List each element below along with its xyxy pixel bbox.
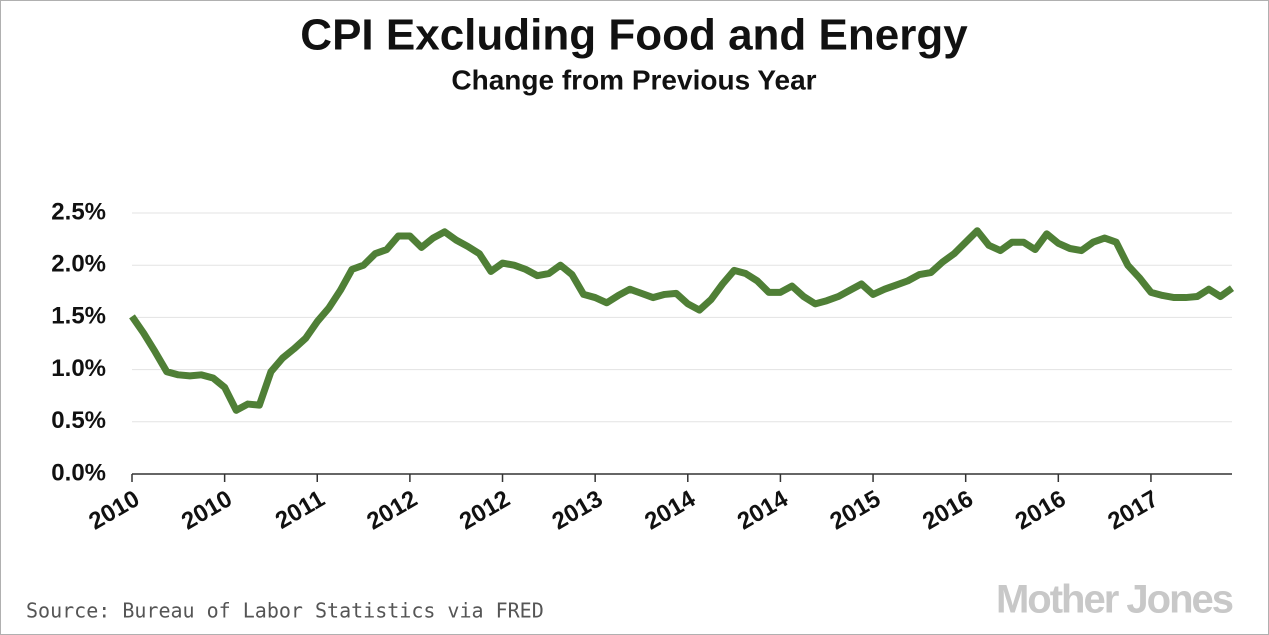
chart-subtitle: Change from Previous Year: [451, 64, 816, 95]
chart-title: CPI Excluding Food and Energy: [300, 11, 968, 60]
y-tick-label: 2.5%: [51, 198, 106, 225]
credit: Mother Jones: [996, 578, 1233, 622]
y-tick-label: 0.0%: [51, 459, 106, 486]
y-tick-label: 2.0%: [51, 251, 106, 278]
y-tick-label: 0.5%: [51, 407, 106, 434]
source: Source: Bureau of Labor Statistics via F…: [26, 599, 544, 623]
y-tick-label: 1.5%: [51, 303, 106, 330]
y-tick-label: 1.0%: [51, 355, 106, 382]
data-line: [129, 227, 1235, 414]
